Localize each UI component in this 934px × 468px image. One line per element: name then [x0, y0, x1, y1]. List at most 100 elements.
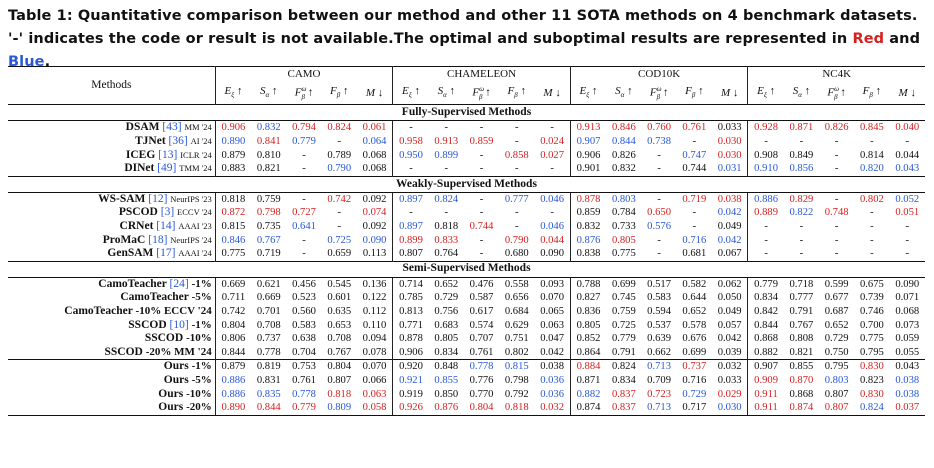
value-cell: 0.868: [747, 332, 784, 346]
dataset-header-nc4k: NC4K: [747, 66, 925, 83]
value-cell: 0.884: [569, 359, 607, 374]
dataset-header-camo: CAMO: [214, 66, 393, 83]
value-cell: -: [302, 163, 306, 175]
value-cell: 0.830: [859, 388, 884, 400]
method-name: PSCOD: [118, 206, 158, 219]
metric-header-cod10k-4: M ↓: [720, 86, 739, 99]
value-cell: -: [834, 248, 839, 260]
table-row: PSCOD [3] ECCV '24 0.872 0.798 0.727-0.074-…: [8, 206, 925, 220]
value-cell: 0.823: [859, 374, 884, 386]
value-cell: 0.919: [392, 387, 429, 402]
value-cell: 0.653: [327, 319, 352, 331]
dataset-header-cod10k: COD10K: [569, 66, 748, 83]
value-cell: 0.901: [569, 162, 607, 177]
value-cell: 0.777: [789, 292, 814, 304]
value-cell: 0.874: [569, 401, 607, 416]
value-cell: 0.753: [292, 361, 316, 373]
value-cell: -: [337, 136, 341, 148]
value-cell: 0.760: [647, 122, 672, 134]
metric-header-camo-0: Eξ ↑: [214, 83, 252, 105]
value-cell: -: [337, 207, 341, 219]
value-cell: 0.808: [789, 333, 814, 345]
value-cell: 0.910: [747, 162, 784, 177]
method-name: ProMaC: [102, 233, 146, 246]
value-cell: 0.742: [214, 304, 252, 319]
value-cell: 0.870: [789, 374, 814, 386]
value-cell: 0.751: [504, 333, 529, 345]
value-cell: 0.818: [327, 388, 352, 400]
value-cell: 0.848: [434, 361, 459, 373]
value-cell: 0.779: [611, 333, 636, 345]
table-row: CamoTeacher -5% 0.711 0.669 0.523 0.601 0.122…: [8, 291, 925, 305]
value-cell: 0.745: [611, 292, 636, 304]
value-cell: 0.717: [676, 401, 712, 416]
value-cell: 0.601: [327, 292, 352, 304]
value-cell: 0.750: [824, 346, 849, 358]
value-cell: 0.890: [214, 135, 252, 149]
value-cell: 0.700: [859, 319, 884, 331]
value-cell: 0.807: [824, 388, 849, 400]
value-cell: 0.824: [327, 122, 352, 134]
value-cell: 0.090: [362, 234, 387, 246]
method-name-cell: CRNet [14] AAAI '23: [8, 220, 215, 234]
value-cell: 0.761: [682, 122, 707, 134]
value-cell: 0.821: [256, 163, 281, 175]
method-name: TJNet: [135, 135, 166, 148]
value-cell: 0.680: [504, 248, 529, 260]
method-venue: AI '24: [190, 136, 212, 147]
value-cell: 0.707: [469, 333, 494, 345]
method-name-cell: DINet [49] TMM '24: [8, 162, 215, 176]
value-cell: -: [515, 163, 519, 175]
metric-header-nc4k-4: M ↓: [898, 86, 916, 99]
value-cell: -: [834, 149, 839, 161]
value-cell: -: [337, 221, 341, 232]
value-cell: 0.826: [824, 122, 849, 134]
value-cell: 0.059: [895, 333, 920, 345]
value-cell: -: [692, 136, 697, 148]
value-cell: 0.064: [362, 136, 387, 148]
header-row-datasets: Methods CAMO CHAMELEON COD10K NC4K: [8, 66, 925, 91]
value-cell: 0.814: [859, 149, 884, 161]
value-cell: 0.042: [540, 346, 565, 358]
value-cell: 0.523: [292, 292, 316, 304]
value-cell: 0.038: [540, 361, 565, 373]
value-cell: 0.735: [256, 221, 281, 232]
value-cell: 0.652: [682, 305, 707, 317]
method-name-cell: SSCOD [10] -1%: [8, 319, 215, 333]
value-cell: 0.837: [611, 388, 636, 400]
value-cell: 0.913: [569, 120, 607, 136]
value-cell: 0.746: [859, 305, 884, 317]
value-cell: 0.876: [428, 401, 464, 416]
value-cell: 0.068: [895, 305, 920, 317]
method-ref: [10]: [169, 318, 189, 331]
method-venue: NeurIPS '24: [170, 234, 212, 245]
value-cell: 0.617: [469, 305, 494, 317]
table-row: DINet [49] TMM '24 0.883 0.821-0.790 0.068-…: [8, 162, 925, 177]
value-cell: 0.805: [434, 333, 459, 345]
value-cell: 0.517: [647, 278, 672, 290]
method-venue: -1%: [191, 318, 212, 331]
value-cell: 0.764: [434, 248, 459, 260]
value-cell: 0.560: [292, 305, 316, 317]
value-cell: 0.669: [256, 292, 281, 304]
value-cell: 0.822: [789, 207, 814, 219]
value-cell: 0.677: [824, 292, 849, 304]
section-header-row: Weakly-Supervised Methods: [8, 176, 925, 193]
value-cell: 0.770: [469, 388, 494, 400]
value-cell: 0.846: [611, 122, 636, 134]
value-cell: 0.906: [569, 148, 607, 163]
value-cell: 0.639: [647, 333, 672, 345]
value-cell: 0.675: [859, 278, 884, 290]
value-cell: -: [905, 221, 910, 232]
method-venue: AAAI '23: [178, 221, 212, 231]
value-cell: 0.775: [214, 247, 252, 262]
value-cell: 0.662: [647, 346, 672, 358]
value-cell: 0.926: [392, 401, 429, 416]
value-cell: 0.652: [824, 319, 849, 331]
value-cell: 0.748: [824, 207, 849, 219]
metric-header-cod10k-2: Fωβ ↑: [649, 85, 669, 101]
value-cell: 0.921: [392, 373, 429, 388]
value-cell: -: [302, 193, 306, 205]
value-cell: 0.683: [434, 319, 459, 331]
value-cell: 0.820: [859, 163, 884, 175]
